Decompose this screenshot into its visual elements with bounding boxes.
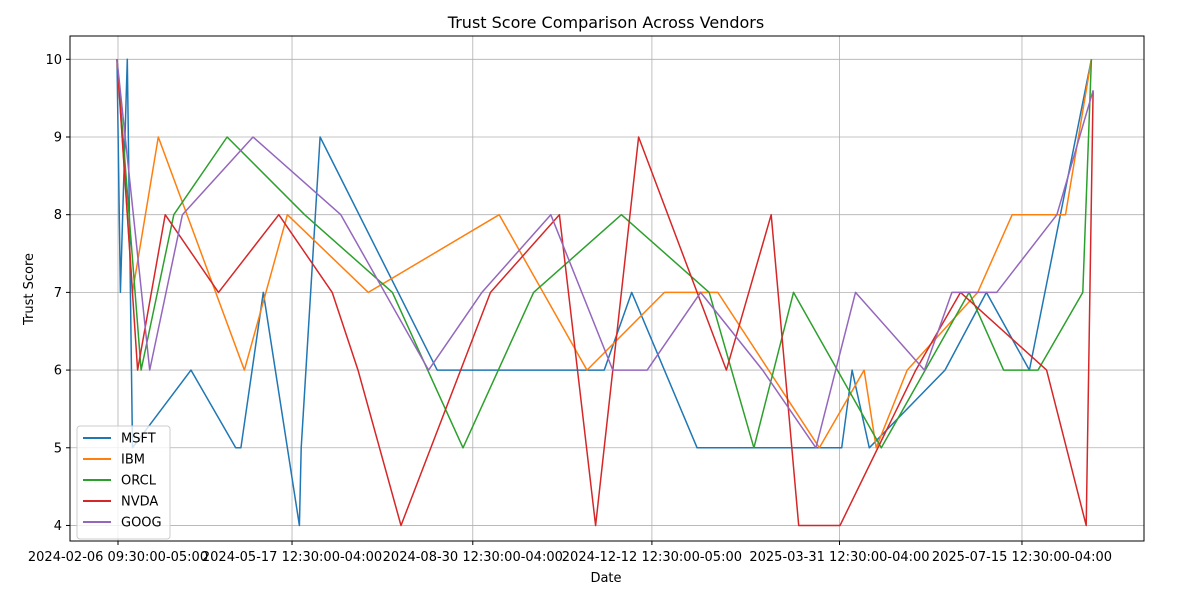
x-tick-label: 2024-02-06 09:30:00-05:00: [28, 550, 208, 565]
legend: MSFT IBM ORCL NVDA GOOG: [76, 425, 171, 540]
x-tick-label: 2025-03-31 12:30:00-04:00: [749, 550, 929, 565]
x-tick-label: 2024-05-17 12:30:00-04:00: [202, 550, 382, 565]
legend-label-nvda: NVDA: [121, 495, 158, 510]
y-tick-label: 6: [54, 364, 62, 379]
y-tick-label: 10: [45, 53, 62, 68]
series-line-goog: [116, 59, 1094, 449]
y-tick-label: 7: [54, 286, 62, 301]
legend-box: [76, 425, 171, 540]
plot-area: [116, 58, 1094, 527]
legend-label-msft: MSFT: [121, 432, 156, 447]
y-tick-label: 5: [54, 441, 62, 456]
plot-frame: [69, 35, 1145, 542]
x-tick-label: 2025-07-15 12:30:00-04:00: [932, 550, 1112, 565]
chart-title: Trust Score Comparison Across Vendors: [447, 13, 764, 32]
series-line-msft: [116, 58, 1093, 527]
series-line-ibm: [116, 59, 1093, 449]
y-tick-label: 8: [54, 208, 62, 223]
y-tick-label: 4: [54, 519, 62, 534]
legend-label-orcl: ORCL: [121, 474, 157, 489]
x-tick-label: 2024-12-12 12:30:00-05:00: [562, 550, 742, 565]
x-tick-label: 2024-08-30 12:30:00-04:00: [383, 550, 563, 565]
y-axis-label: Trust Score: [22, 253, 37, 326]
legend-label-ibm: IBM: [121, 453, 145, 468]
grid-lines: [70, 36, 1144, 541]
legend-label-goog: GOOG: [121, 516, 162, 531]
y-axis: 4 5 6 7 8 9 10: [45, 53, 70, 534]
series-line-orcl: [116, 59, 1093, 449]
x-axis-label: Date: [590, 571, 621, 586]
y-tick-label: 9: [54, 131, 62, 146]
